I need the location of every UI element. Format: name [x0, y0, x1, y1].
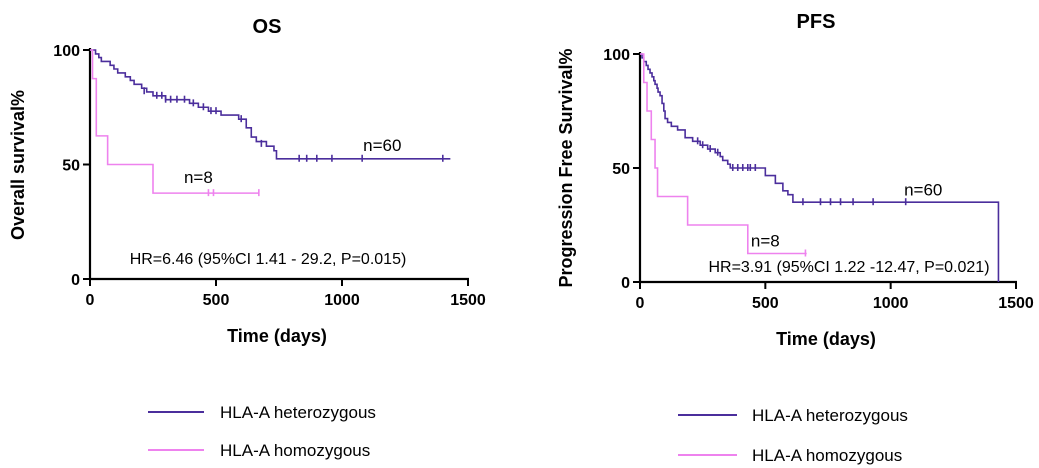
pfs-x-tick-label: 1500 — [998, 295, 1034, 312]
os-x-tick-label: 500 — [203, 292, 230, 309]
os-homozygous-curve — [90, 49, 259, 194]
os-legend-homozygous-label: HLA-A homozygous — [220, 441, 370, 460]
os-homozygous-n-label: n=8 — [184, 168, 213, 187]
os-y-axis-label: Overall survival% — [8, 90, 28, 240]
os-hr-annotation: HR=6.46 (95%CI 1.41 - 29.2, P=0.015) — [130, 251, 407, 268]
pfs-y-axis-label: Progression Free Survival% — [556, 48, 576, 287]
pfs-legend-heterozygous-label: HLA-A heterozygous — [752, 406, 908, 425]
os-heterozygous-n-label: n=60 — [363, 136, 401, 155]
pfs-y-tick-label: 0 — [621, 275, 630, 292]
os-y-tick-label: 50 — [62, 158, 80, 175]
pfs-x-tick-label: 0 — [636, 295, 645, 312]
pfs-x-tick-label: 1000 — [873, 295, 909, 312]
pfs-hr-annotation: HR=3.91 (95%CI 1.22 -12.47, P=0.021) — [708, 259, 989, 276]
os-x-axis-label: Time (days) — [227, 326, 327, 346]
os-legend-heterozygous-label: HLA-A heterozygous — [220, 403, 376, 422]
pfs-chart: PFS 0 50 100 0 500 1000 1500 Time (days) Progress… — [520, 0, 1039, 468]
pfs-chart-title: PFS — [797, 11, 836, 33]
os-x-tick-label: 0 — [86, 292, 95, 309]
pfs-homozygous-curve — [640, 53, 807, 255]
os-y-tick-label: 0 — [71, 272, 80, 289]
os-chart: OS 0 50 100 0 500 1000 1500 Time (days) Overall s… — [8, 16, 486, 460]
pfs-heterozygous-curve — [640, 53, 1000, 282]
pfs-legend-homozygous-label: HLA-A homozygous — [752, 446, 902, 465]
os-chart-title: OS — [253, 16, 282, 38]
os-y-tick-label: 100 — [53, 43, 80, 60]
os-x-tick-label: 1500 — [450, 292, 486, 309]
pfs-y-tick-label: 100 — [603, 47, 630, 64]
pfs-y-tick-label: 50 — [612, 161, 630, 178]
pfs-x-tick-label: 500 — [752, 295, 779, 312]
pfs-homozygous-n-label: n=8 — [751, 232, 780, 251]
os-x-tick-label: 1000 — [324, 292, 360, 309]
pfs-x-axis-label: Time (days) — [776, 329, 876, 349]
pfs-heterozygous-n-label: n=60 — [904, 180, 942, 199]
